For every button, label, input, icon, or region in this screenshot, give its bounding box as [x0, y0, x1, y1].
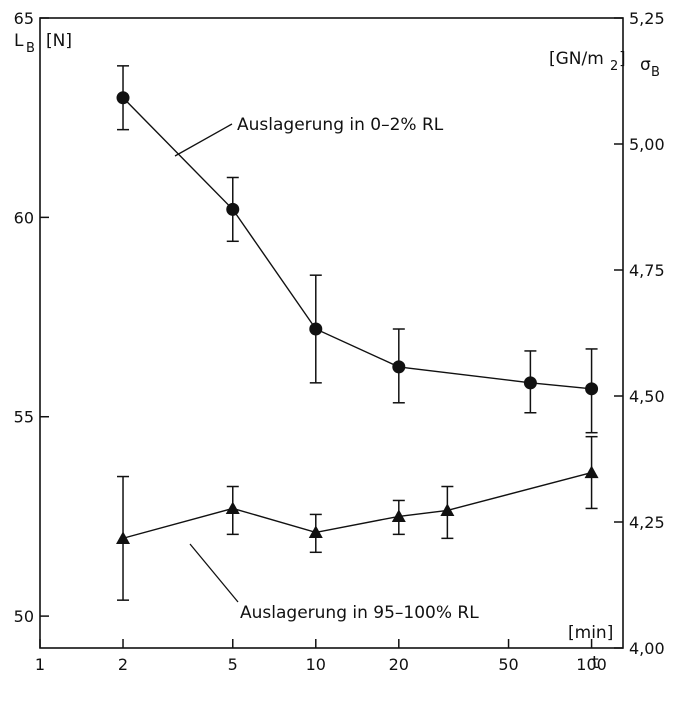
- y-tick-label: 50: [14, 607, 34, 626]
- y-right-unit: [GN/m: [549, 49, 604, 69]
- data-point-triangle: [584, 465, 599, 479]
- data-point-circle: [392, 360, 406, 374]
- y-axis-right: 4,00 4,25 4,50 4,75 5,00 5,25: [614, 9, 665, 658]
- data-point-triangle: [225, 501, 240, 515]
- axis-titles: L B [N] [GN/m 2 ] σ B [min] t: [14, 31, 660, 673]
- x-tick-label: 20: [389, 655, 409, 674]
- x-axis-label: t: [592, 653, 599, 673]
- x-axis-unit: [min]: [568, 623, 613, 643]
- x-tick-label: 2: [118, 655, 128, 674]
- y2-tick-label: 5,25: [629, 9, 665, 28]
- data-point-triangle: [308, 525, 323, 538]
- y-tick-label: 65: [14, 9, 34, 28]
- y-right-label-main: σ: [640, 55, 651, 75]
- y-left-label-sub: B: [26, 41, 35, 56]
- x-tick-label: 1: [35, 655, 45, 674]
- y2-tick-label: 4,00: [629, 639, 665, 658]
- y-tick-label: 60: [14, 208, 34, 227]
- series-line-2: [122, 471, 592, 539]
- plot-frame: [39, 17, 624, 649]
- series-lines: [122, 97, 592, 539]
- series-annotations: Auslagerung in 0–2% RL Auslagerung in 95…: [174, 115, 479, 623]
- label-series-2: Auslagerung in 95–100% RL: [240, 603, 479, 623]
- leader-line-series-1: [174, 123, 233, 157]
- x-tick-label: 100: [576, 655, 607, 674]
- data-point-triangle: [440, 503, 455, 517]
- data-point-triangle: [391, 509, 406, 523]
- y2-tick-label: 4,75: [629, 261, 665, 280]
- data-point-circle: [226, 202, 240, 216]
- x-axis: 1 2 5 10 20 50 100: [35, 639, 607, 674]
- y-right-unit-close: ]: [619, 49, 626, 69]
- data-markers: [116, 91, 599, 544]
- data-point-circle: [523, 376, 537, 390]
- data-point-circle: [309, 322, 323, 336]
- y-right-label-sub: B: [651, 65, 660, 80]
- label-series-1: Auslagerung in 0–2% RL: [237, 115, 444, 135]
- y-right-unit-sub: 2: [610, 59, 618, 74]
- data-point-circle: [585, 382, 599, 396]
- x-tick-label: 50: [498, 655, 518, 674]
- data-point-triangle: [116, 531, 131, 544]
- series-line-1: [122, 97, 592, 390]
- leader-line-series-2: [189, 543, 239, 603]
- y-tick-label: 55: [14, 408, 34, 427]
- y2-tick-label: 4,50: [629, 387, 665, 406]
- y-left-unit: [N]: [46, 31, 72, 51]
- error-bars: [117, 65, 598, 601]
- y2-tick-label: 4,25: [629, 513, 665, 532]
- y2-tick-label: 5,00: [629, 135, 665, 154]
- y-left-label-main: L: [14, 31, 24, 51]
- data-point-circle: [116, 91, 130, 105]
- y-axis-left: 50 55 60 65: [14, 9, 49, 626]
- x-tick-label: 10: [306, 655, 326, 674]
- x-tick-label: 5: [228, 655, 238, 674]
